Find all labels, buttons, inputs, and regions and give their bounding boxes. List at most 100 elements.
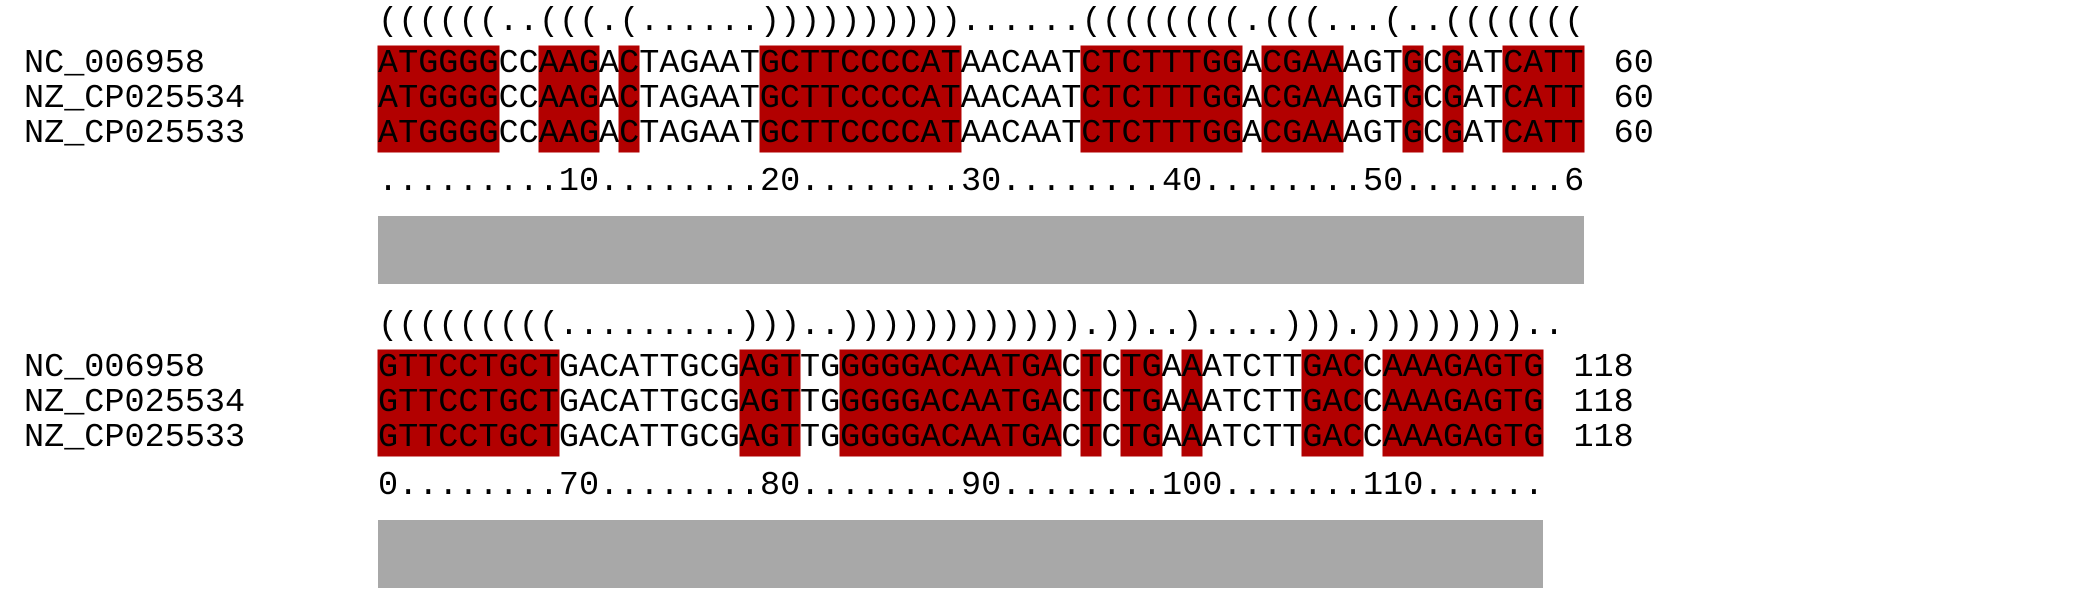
residue: C: [518, 45, 539, 83]
residue: G: [900, 349, 921, 387]
residue: C: [1262, 45, 1283, 83]
residue: G: [438, 45, 459, 83]
residue: G: [1021, 349, 1042, 387]
residue: A: [739, 384, 760, 422]
residue: C: [880, 45, 901, 83]
residue: C: [1503, 115, 1524, 153]
residue: G: [458, 115, 479, 153]
residue: G: [1402, 45, 1423, 83]
residue: A: [1463, 80, 1484, 118]
residue: T: [779, 349, 800, 387]
residue: G: [558, 419, 579, 457]
residue: T: [1543, 115, 1564, 153]
residue: T: [1221, 384, 1243, 422]
residue: C: [1342, 384, 1363, 422]
residue: C: [1081, 80, 1102, 118]
residue: G: [860, 419, 881, 457]
residue: A: [920, 349, 941, 387]
residue: C: [1503, 45, 1524, 83]
residue: T: [1141, 45, 1162, 83]
residue: A: [1422, 419, 1443, 457]
residue: G: [1442, 80, 1464, 118]
residue: C: [1242, 384, 1263, 422]
residue: C: [779, 115, 800, 153]
residue: C: [1000, 80, 1022, 118]
residue: C: [1081, 115, 1102, 153]
residue: G: [840, 419, 861, 457]
residue: A: [1382, 419, 1403, 457]
residue: A: [1382, 349, 1403, 387]
residue: G: [1362, 45, 1383, 83]
residue: G: [378, 349, 399, 387]
residue: C: [1121, 115, 1142, 153]
residue: A: [1463, 45, 1484, 83]
residue: G: [578, 45, 600, 83]
residue: T: [1081, 419, 1102, 457]
residue: A: [1242, 45, 1263, 83]
residue: T: [1181, 115, 1202, 153]
residue: T: [799, 80, 821, 118]
sequence-row: NZ_CP025533 GTTCCTGCTGACATTGCGAGTTGGGGGA…: [0, 420, 1634, 456]
residue: A: [1322, 384, 1343, 422]
residue: G: [438, 80, 459, 118]
residue: C: [840, 115, 861, 153]
residue: T: [820, 45, 841, 83]
residue: A: [1041, 115, 1062, 153]
residue: T: [799, 115, 821, 153]
sequence-name: NZ_CP025533: [24, 419, 246, 457]
residue: G: [679, 45, 700, 83]
residue: G: [679, 349, 700, 387]
residue: G: [478, 115, 499, 153]
residue: T: [1061, 80, 1082, 118]
residue: T: [1081, 349, 1102, 387]
residue: A: [980, 45, 1001, 83]
residue: A: [578, 384, 600, 422]
residue: T: [799, 384, 821, 422]
residue: T: [398, 115, 419, 153]
residue: A: [1181, 384, 1202, 422]
residue: T: [1000, 349, 1022, 387]
residue: T: [1161, 80, 1182, 118]
residue: A: [920, 115, 941, 153]
residue: G: [820, 384, 841, 422]
residue: T: [1563, 115, 1584, 153]
residue: G: [840, 384, 861, 422]
residue: T: [659, 384, 680, 422]
residue: C: [699, 384, 720, 422]
sequence-row: NZ_CP025533 ATGGGGCCAAGACTAGAATGCTTCCCCA…: [0, 116, 1654, 152]
residue: T: [538, 349, 559, 387]
residue: C: [1081, 45, 1102, 83]
residue: G: [1221, 80, 1243, 118]
residue: T: [739, 80, 760, 118]
sequence-name: NZ_CP025534: [24, 384, 246, 422]
residue: G: [1282, 45, 1303, 83]
residue: C: [1061, 384, 1082, 422]
residue: C: [518, 384, 539, 422]
residue: T: [1382, 115, 1403, 153]
residue: A: [699, 80, 720, 118]
residue: T: [1121, 349, 1142, 387]
residue: A: [538, 80, 559, 118]
residue: A: [578, 419, 600, 457]
residue: C: [619, 115, 640, 153]
residue: C: [1422, 115, 1443, 153]
residue: T: [1161, 115, 1182, 153]
residue: T: [639, 45, 660, 83]
residue: A: [1161, 349, 1182, 387]
residue: T: [1141, 80, 1162, 118]
residue: T: [1061, 115, 1082, 153]
residue: G: [679, 419, 700, 457]
residue: G: [1221, 115, 1243, 153]
residue: T: [1161, 45, 1182, 83]
residue: T: [940, 45, 961, 83]
residue: G: [1442, 115, 1464, 153]
residue: T: [1121, 419, 1142, 457]
residue: T: [1503, 349, 1524, 387]
residue: A: [1041, 419, 1062, 457]
residue: G: [1141, 349, 1162, 387]
residue: G: [719, 384, 740, 422]
residue: A: [1402, 349, 1423, 387]
residue: G: [458, 45, 479, 83]
sequence-residues: GTTCCTGCTGACATTGCGAGTTGGGGGACAATGACTCTGA…: [378, 350, 1543, 386]
residue: G: [759, 419, 780, 457]
